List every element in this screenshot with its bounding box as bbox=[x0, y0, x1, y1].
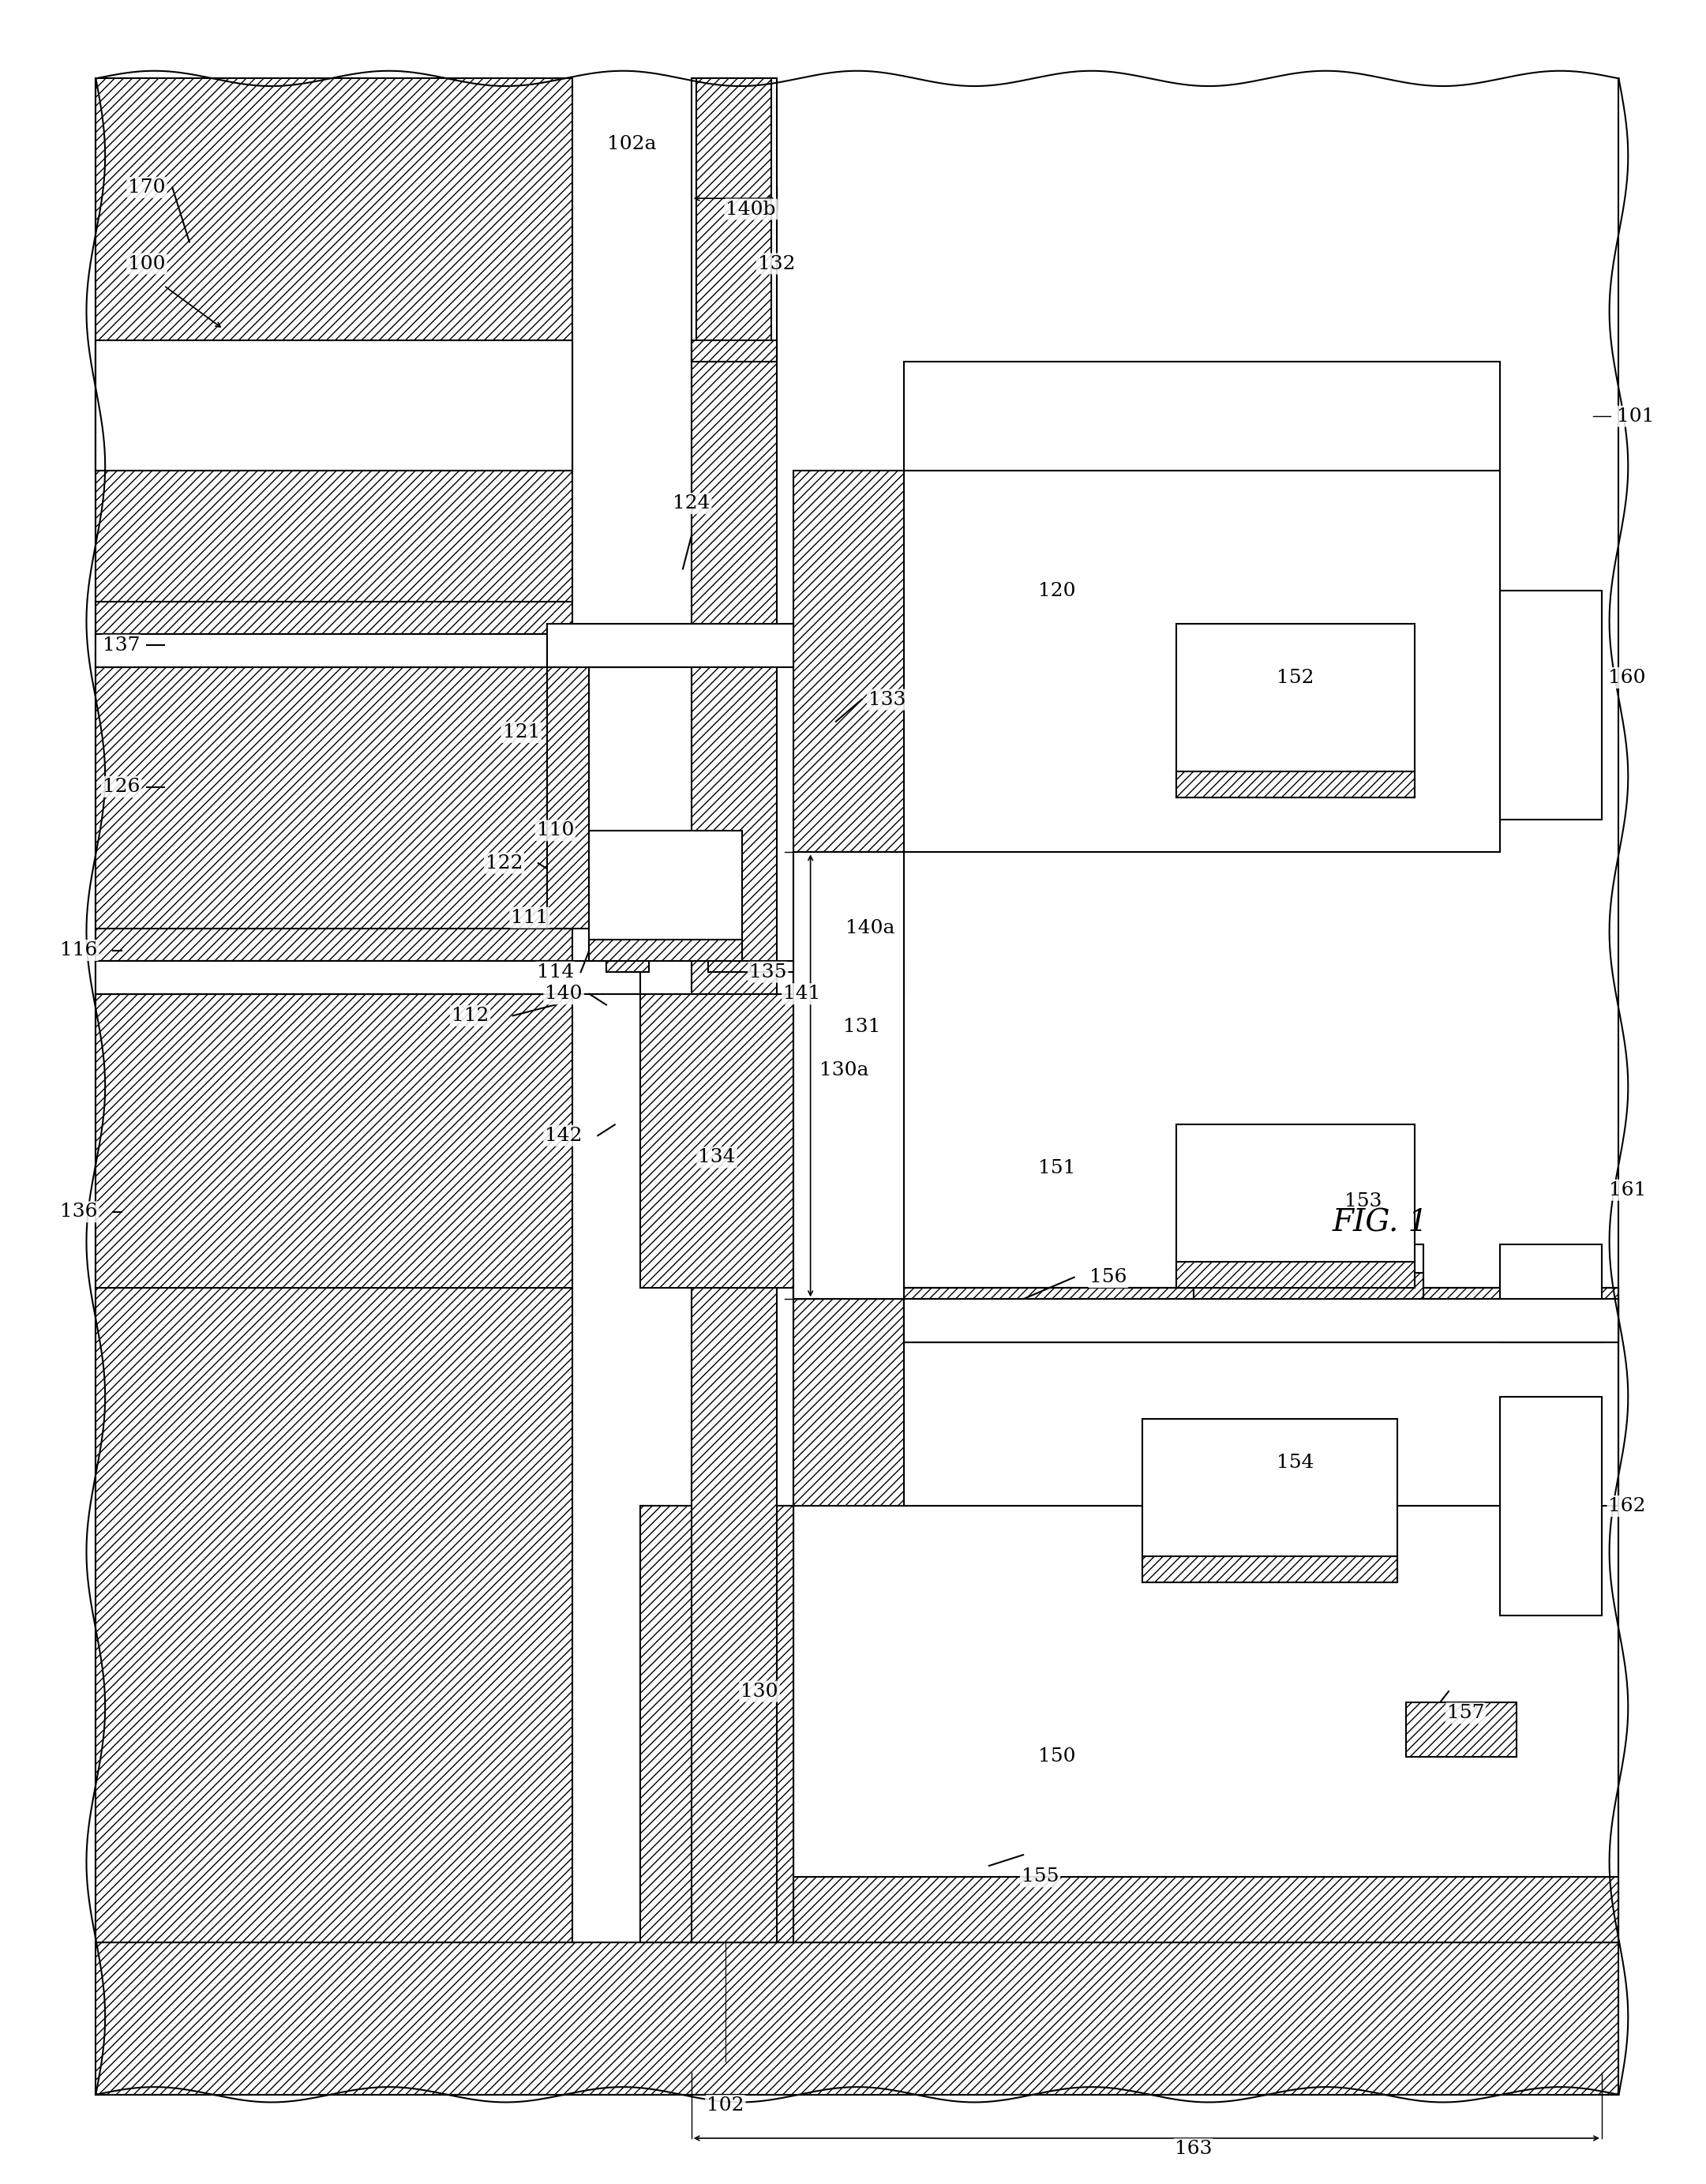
Bar bbox=[904, 1289, 1619, 1343]
Text: FIG. 1: FIG. 1 bbox=[1332, 1208, 1428, 1238]
Bar bbox=[904, 1299, 1619, 1343]
Text: 153: 153 bbox=[1344, 1192, 1382, 1210]
Text: 110: 110 bbox=[536, 821, 573, 839]
Bar bbox=[793, 852, 904, 1299]
Text: 112: 112 bbox=[452, 1007, 490, 1024]
Text: 124: 124 bbox=[672, 494, 710, 513]
Bar bbox=[1406, 1701, 1517, 1756]
Text: 120: 120 bbox=[1039, 581, 1076, 601]
Text: 126: 126 bbox=[102, 778, 140, 795]
Text: 121: 121 bbox=[503, 723, 539, 740]
Bar bbox=[696, 79, 771, 363]
Bar bbox=[96, 341, 572, 472]
Bar bbox=[1177, 771, 1414, 797]
Bar bbox=[1177, 622, 1414, 797]
Text: 152: 152 bbox=[1276, 668, 1314, 688]
Bar bbox=[1192, 1273, 1423, 1299]
Text: 154: 154 bbox=[1276, 1455, 1314, 1472]
Text: 141: 141 bbox=[783, 985, 821, 1002]
Bar bbox=[1500, 1398, 1602, 1616]
Bar bbox=[793, 472, 904, 852]
Bar bbox=[751, 961, 793, 972]
Bar bbox=[793, 1876, 1619, 1942]
Text: 156: 156 bbox=[1090, 1269, 1128, 1286]
Text: 140a: 140a bbox=[846, 919, 894, 937]
Bar bbox=[1177, 1262, 1414, 1289]
Bar bbox=[640, 994, 793, 1289]
Text: 101: 101 bbox=[1617, 406, 1655, 426]
Text: 130: 130 bbox=[740, 1682, 778, 1701]
Text: 155: 155 bbox=[1022, 1867, 1059, 1885]
Bar bbox=[1143, 1557, 1397, 1583]
Bar bbox=[904, 363, 1500, 472]
Bar bbox=[96, 1289, 572, 1942]
Bar bbox=[691, 341, 776, 363]
Text: 102: 102 bbox=[706, 2097, 744, 2114]
Bar bbox=[1500, 590, 1602, 819]
Bar bbox=[793, 1289, 904, 1507]
Text: 122: 122 bbox=[486, 854, 524, 871]
Text: 142: 142 bbox=[544, 1127, 582, 1144]
Bar bbox=[904, 472, 1500, 852]
Text: 170: 170 bbox=[128, 179, 165, 197]
Text: 137: 137 bbox=[102, 636, 140, 655]
Bar bbox=[793, 1289, 904, 1507]
Text: 160: 160 bbox=[1609, 668, 1646, 688]
Bar bbox=[640, 1507, 793, 1942]
Bar bbox=[1143, 1420, 1397, 1583]
Text: 151: 151 bbox=[1039, 1160, 1076, 1177]
Text: 162: 162 bbox=[1609, 1496, 1646, 1516]
Text: 116: 116 bbox=[60, 941, 97, 959]
Text: 102a: 102a bbox=[607, 135, 657, 153]
Text: 135: 135 bbox=[749, 963, 786, 981]
Text: 131: 131 bbox=[843, 1018, 880, 1035]
Bar bbox=[691, 79, 776, 363]
Bar bbox=[96, 928, 572, 961]
Bar bbox=[1500, 1245, 1602, 1343]
Bar bbox=[96, 341, 572, 601]
Text: 134: 134 bbox=[698, 1149, 735, 1166]
Bar bbox=[96, 633, 640, 666]
Bar bbox=[793, 1507, 1619, 1942]
Bar bbox=[589, 939, 742, 961]
Bar bbox=[96, 961, 640, 994]
Text: 130a: 130a bbox=[821, 1061, 868, 1079]
Bar bbox=[640, 1507, 793, 1942]
Text: 157: 157 bbox=[1447, 1704, 1484, 1723]
Bar bbox=[793, 961, 904, 994]
Bar bbox=[1192, 1245, 1423, 1299]
Bar bbox=[904, 1289, 1619, 1507]
Text: 132: 132 bbox=[757, 256, 795, 273]
Text: 111: 111 bbox=[512, 909, 548, 926]
Bar bbox=[708, 961, 751, 972]
Text: 150: 150 bbox=[1039, 1747, 1076, 1767]
Text: 161: 161 bbox=[1609, 1182, 1646, 1199]
Bar bbox=[96, 666, 572, 928]
Bar bbox=[589, 830, 742, 961]
Bar bbox=[904, 1289, 1619, 1507]
Bar bbox=[793, 852, 904, 1299]
Bar bbox=[96, 601, 572, 633]
Bar bbox=[96, 79, 572, 472]
Bar bbox=[96, 633, 572, 666]
Text: 114: 114 bbox=[536, 963, 573, 981]
Bar bbox=[904, 1299, 1619, 1343]
Text: 140b: 140b bbox=[725, 201, 776, 218]
Bar bbox=[1177, 1125, 1414, 1289]
Bar bbox=[96, 961, 572, 994]
Bar bbox=[96, 1942, 1619, 2094]
Text: 100: 100 bbox=[128, 256, 165, 273]
Text: 140: 140 bbox=[544, 985, 582, 1002]
Bar bbox=[546, 666, 589, 928]
Text: 136: 136 bbox=[60, 1203, 97, 1221]
Bar bbox=[691, 341, 776, 1942]
Bar bbox=[96, 994, 572, 1289]
Bar bbox=[546, 622, 793, 666]
Bar bbox=[606, 961, 648, 972]
Text: 133: 133 bbox=[868, 690, 906, 710]
Text: 163: 163 bbox=[1174, 2140, 1211, 2158]
